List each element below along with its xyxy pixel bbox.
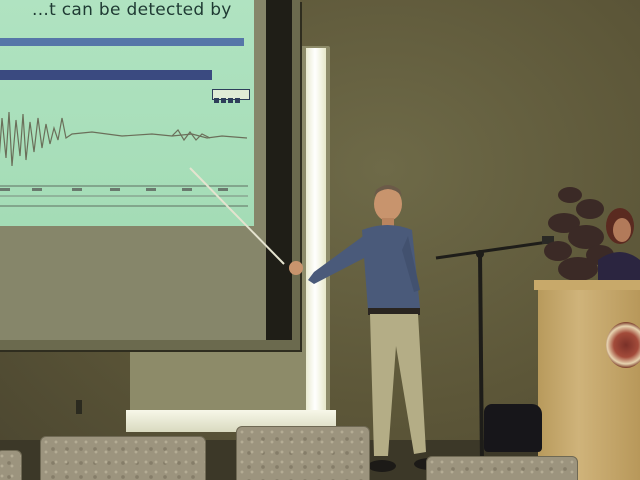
podium <box>538 282 640 480</box>
slide-player-controls <box>212 89 250 103</box>
window-light-strip <box>306 48 326 420</box>
audience-chair <box>0 450 22 480</box>
audience-chair <box>426 456 578 480</box>
presenter <box>289 185 446 472</box>
seismic-waveform-icon <box>0 111 248 167</box>
bag-on-floor <box>484 404 542 452</box>
audience-chair <box>40 436 206 480</box>
wall-outlet <box>76 400 82 414</box>
slide-track-bar <box>0 38 244 46</box>
projected-slide: ...t can be detected by <box>0 0 254 226</box>
microphone-stand <box>435 236 554 467</box>
potted-plant <box>544 187 614 281</box>
projection-screen: ...t can be detected by <box>0 0 300 350</box>
podium-top <box>534 280 640 290</box>
slide-heading: ...t can be detected by <box>32 0 232 20</box>
university-seal-icon <box>606 322 640 368</box>
time-axis <box>0 185 248 207</box>
screen-right-border <box>266 0 292 340</box>
pointer-stick <box>189 167 285 265</box>
slide-progress-bar <box>0 70 212 80</box>
audience-chair <box>236 426 370 480</box>
